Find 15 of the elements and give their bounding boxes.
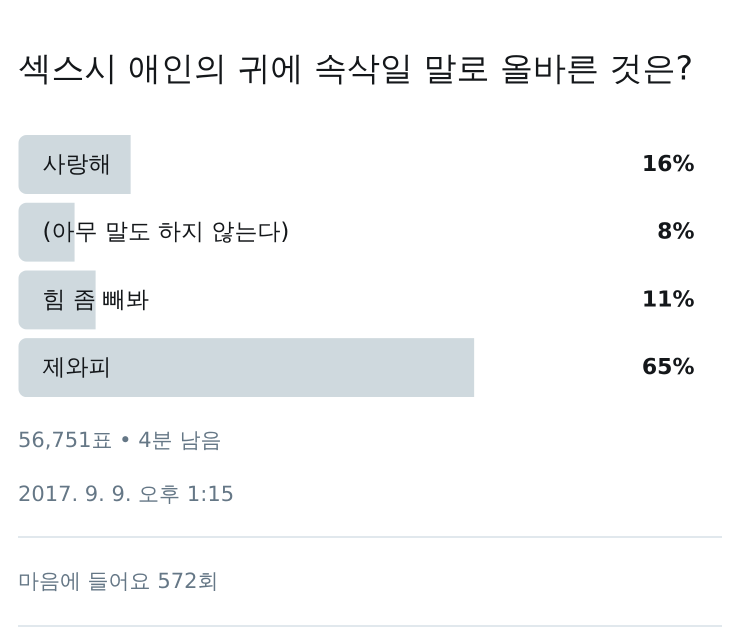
- bar: [18, 270, 96, 330]
- y-tick-label: 제와피: [42, 354, 112, 381]
- data-label: 8%: [657, 220, 695, 245]
- bar: [18, 338, 474, 398]
- text: 2017. 9. 9. 오후 1:15: [17, 481, 236, 508]
- text: 56,751표 • 4분 남음: [17, 427, 222, 454]
- y-tick-label: 힘 좀 빼봐: [42, 286, 150, 313]
- bar: [18, 135, 131, 194]
- text: 마음에 들어요 572회: [17, 568, 220, 595]
- data-label: 11%: [642, 287, 695, 312]
- y-tick-label: (아무 말도 하지 않는다): [42, 219, 290, 246]
- y-tick-label: 사랑해: [42, 151, 112, 178]
- data-label: 65%: [642, 355, 695, 380]
- chart-title: 섹스시 애인의 귀에 속삭일 말로 올바른 것은?: [18, 48, 693, 88]
- data-label: 16%: [642, 152, 695, 177]
